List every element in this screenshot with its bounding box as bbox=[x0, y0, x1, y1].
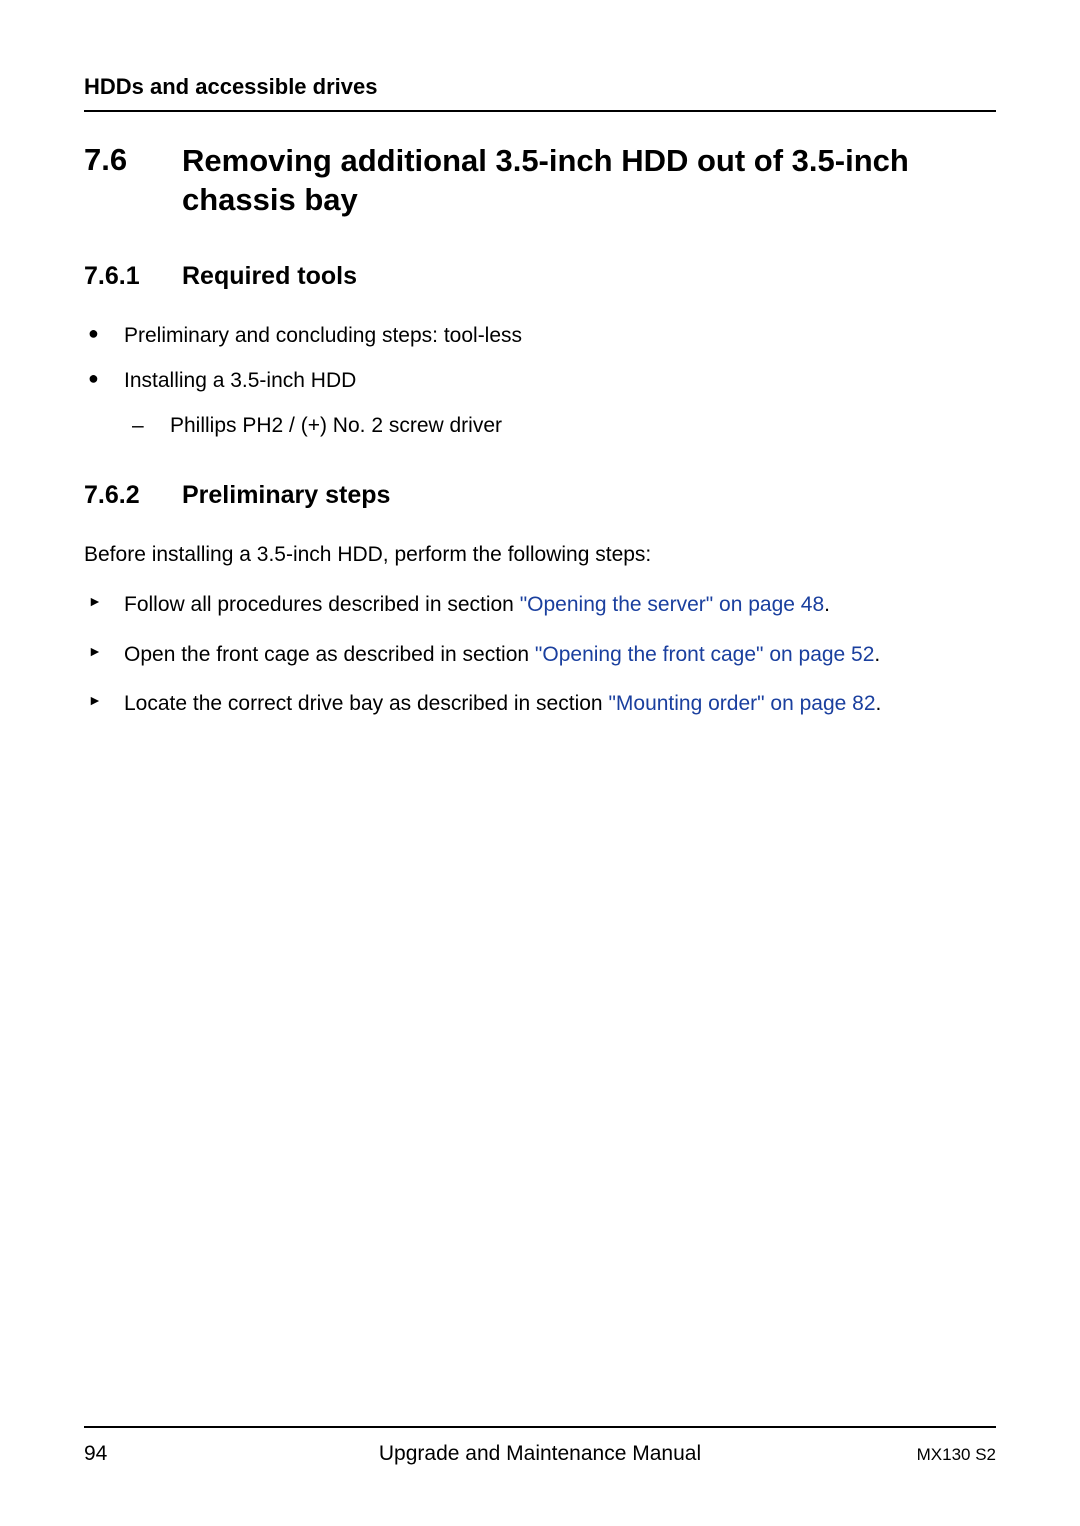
dash-list: Phillips PH2 / (+) No. 2 screw driver bbox=[124, 411, 996, 440]
footer-title: Upgrade and Maintenance Manual bbox=[264, 1442, 816, 1466]
subsection-heading-2: 7.6.2 Preliminary steps bbox=[84, 481, 996, 510]
arrow-item: Follow all procedures described in secti… bbox=[84, 589, 996, 621]
intro-text: Before installing a 3.5-inch HDD, perfor… bbox=[84, 540, 996, 569]
bullet-text: Installing a 3.5-inch HDD bbox=[124, 369, 356, 392]
dash-text: Phillips PH2 / (+) No. 2 screw driver bbox=[170, 414, 502, 437]
dash-item: Phillips PH2 / (+) No. 2 screw driver bbox=[124, 411, 996, 440]
cross-reference-link[interactable]: "Mounting order" on page 82 bbox=[608, 692, 875, 715]
cross-reference-link[interactable]: "Opening the front cage" on page 52 bbox=[535, 643, 875, 666]
bullet-text: Preliminary and concluding steps: tool-l… bbox=[124, 324, 522, 347]
page-header: HDDs and accessible drives bbox=[84, 74, 996, 112]
preliminary-steps-list: Follow all procedures described in secti… bbox=[84, 589, 996, 720]
section-title: Removing additional 3.5-inch HDD out of … bbox=[182, 142, 996, 220]
step-suffix: . bbox=[874, 643, 880, 666]
section-heading: 7.6 Removing additional 3.5-inch HDD out… bbox=[84, 142, 996, 220]
bullet-item: Preliminary and concluding steps: tool-l… bbox=[84, 321, 996, 350]
page-number: 94 bbox=[84, 1442, 264, 1466]
footer-model: MX130 S2 bbox=[816, 1445, 996, 1465]
subsection-title: Required tools bbox=[182, 262, 357, 291]
step-prefix: Locate the correct drive bay as describe… bbox=[124, 692, 608, 715]
subsection-number: 7.6.1 bbox=[84, 262, 182, 291]
header-text: HDDs and accessible drives bbox=[84, 74, 377, 99]
page-footer: 94 Upgrade and Maintenance Manual MX130 … bbox=[84, 1426, 996, 1466]
subsection-title: Preliminary steps bbox=[182, 481, 390, 510]
bullet-item: Installing a 3.5-inch HDD Phillips PH2 /… bbox=[84, 366, 996, 441]
subsection-number: 7.6.2 bbox=[84, 481, 182, 510]
step-suffix: . bbox=[876, 692, 882, 715]
arrow-item: Locate the correct drive bay as describe… bbox=[84, 688, 996, 720]
section-number: 7.6 bbox=[84, 142, 182, 220]
step-prefix: Follow all procedures described in secti… bbox=[124, 593, 520, 616]
step-suffix: . bbox=[824, 593, 830, 616]
step-prefix: Open the front cage as described in sect… bbox=[124, 643, 535, 666]
cross-reference-link[interactable]: "Opening the server" on page 48 bbox=[520, 593, 824, 616]
subsection-heading-1: 7.6.1 Required tools bbox=[84, 262, 996, 291]
arrow-item: Open the front cage as described in sect… bbox=[84, 639, 996, 671]
required-tools-list: Preliminary and concluding steps: tool-l… bbox=[84, 321, 996, 441]
